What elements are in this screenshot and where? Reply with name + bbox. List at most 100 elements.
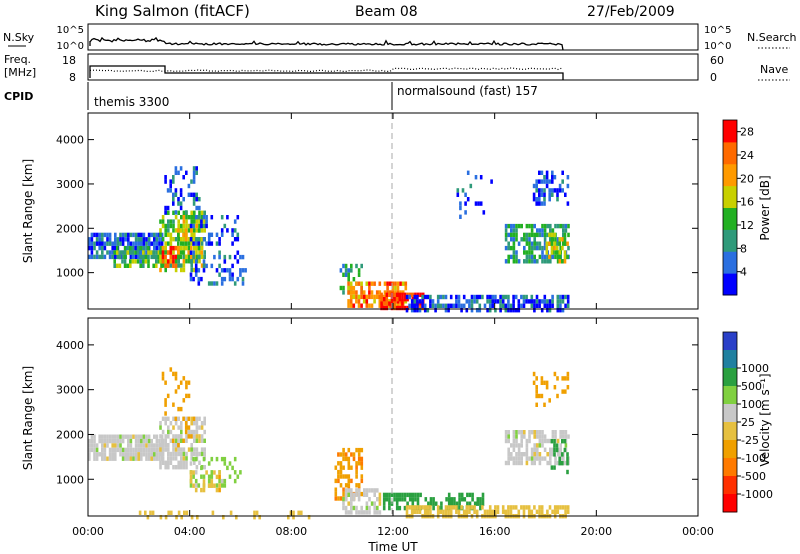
data-cell [179, 406, 183, 412]
data-cell [378, 303, 382, 308]
data-cell [98, 452, 101, 457]
data-cell [563, 254, 567, 260]
data-cell [88, 438, 91, 444]
data-cell [344, 268, 348, 273]
data-cell [93, 447, 96, 453]
data-cell [378, 294, 382, 300]
data-cell [533, 223, 536, 229]
data-cell [554, 460, 557, 466]
data-cell [185, 456, 188, 461]
data-cell [512, 456, 516, 461]
data-cell [233, 237, 237, 242]
data-cell [523, 232, 526, 238]
data-cell [421, 303, 424, 308]
data-cell [195, 425, 199, 430]
data-cell [344, 263, 348, 269]
data-cell [161, 447, 165, 452]
data-cell [383, 294, 387, 300]
data-cell [155, 245, 159, 251]
data-cell [515, 456, 518, 461]
colorbar-swatch [723, 273, 737, 296]
data-cell [530, 259, 534, 264]
data-cell [101, 452, 104, 457]
data-cell [140, 452, 143, 457]
data-cell [95, 443, 99, 448]
data-cell [538, 170, 541, 175]
data-cell [450, 497, 454, 502]
data-cell [101, 232, 104, 238]
data-cell [198, 219, 201, 224]
data-cell [172, 443, 175, 448]
data-cell [103, 443, 107, 448]
data-cell [532, 371, 536, 377]
data-cell [169, 232, 173, 237]
data-cell [134, 434, 138, 439]
data-cell [213, 254, 216, 260]
data-cell [550, 237, 554, 242]
data-cell [536, 232, 539, 238]
data-cell [114, 232, 117, 238]
data-cell [360, 461, 364, 466]
data-cell [218, 470, 221, 475]
data-cell [458, 492, 461, 498]
data-cell [444, 505, 448, 510]
data-cell [512, 245, 516, 251]
data-cell [530, 241, 534, 246]
data-cell [530, 452, 534, 457]
data-cell [414, 497, 417, 502]
data-cell [244, 268, 247, 273]
data-cell [116, 246, 119, 251]
data-cell [239, 272, 242, 277]
data-cell [174, 451, 178, 457]
data-cell [177, 443, 180, 448]
data-cell [145, 434, 148, 439]
data-cell [95, 452, 99, 457]
data-cell [139, 246, 142, 251]
data-cell [517, 308, 521, 313]
data-cell [172, 371, 175, 377]
data-cell [147, 263, 150, 268]
data-cell [546, 460, 549, 466]
data-cell [172, 192, 175, 197]
data-cell [218, 263, 221, 269]
data-cell [538, 201, 541, 206]
data-cell [196, 515, 199, 520]
data-cell [357, 447, 361, 453]
data-cell [158, 245, 161, 251]
data-cell [195, 228, 199, 233]
data-cell [161, 263, 165, 268]
data-cell [241, 281, 245, 286]
data-cell [408, 492, 412, 498]
nsearch-tick-high: 10^5 [704, 25, 731, 36]
data-cell [190, 263, 193, 268]
data-cell [198, 434, 201, 439]
power-ylabel: Slant Range [km] [21, 159, 35, 263]
data-cell [121, 456, 125, 461]
data-cell [520, 434, 523, 439]
data-cell [218, 237, 221, 242]
data-cell [416, 505, 419, 510]
data-cell [408, 303, 411, 308]
data-cell [370, 488, 374, 493]
data-cell [255, 510, 259, 515]
data-cell [213, 470, 216, 475]
data-cell [394, 290, 397, 295]
data-cell [563, 439, 567, 444]
data-cell [457, 509, 461, 514]
data-cell [507, 232, 510, 238]
data-cell [473, 509, 476, 514]
data-cell [512, 223, 516, 229]
data-cell [554, 237, 557, 242]
data-cell [190, 421, 193, 426]
data-cell [220, 276, 224, 282]
data-cell [190, 215, 193, 220]
data-cell [533, 443, 536, 448]
data-cell [520, 456, 523, 461]
data-cell [161, 223, 165, 229]
data-cell [167, 429, 170, 435]
data-cell [119, 443, 122, 448]
data-cell [355, 294, 358, 300]
data-cell [507, 223, 510, 229]
data-cell [177, 170, 180, 175]
data-cell [147, 443, 151, 448]
